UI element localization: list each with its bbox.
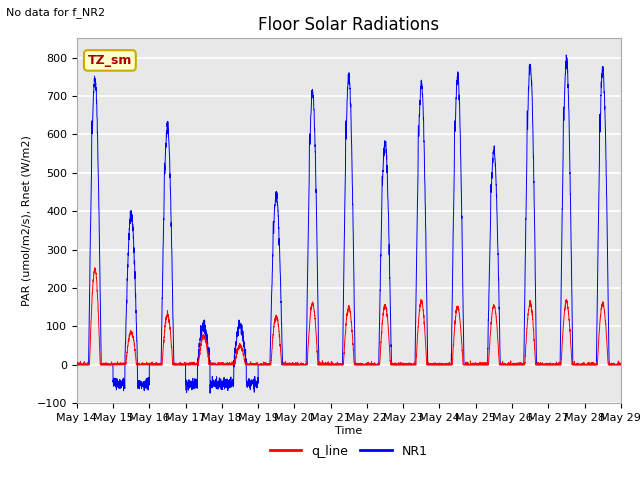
NR1	[441, 362, 449, 368]
Y-axis label: PAR (umol/m2/s), Rnet (W/m2): PAR (umol/m2/s), Rnet (W/m2)	[21, 135, 31, 306]
q_line	[617, 362, 625, 368]
NR1	[329, 362, 337, 368]
NR1	[73, 362, 81, 368]
NR1	[563, 52, 570, 58]
q_line	[91, 265, 99, 271]
NR1	[502, 362, 509, 368]
Line: q_line: q_line	[77, 268, 621, 365]
NR1	[617, 362, 625, 368]
q_line	[73, 362, 81, 368]
q_line	[502, 361, 509, 367]
NR1	[171, 362, 179, 368]
q_line	[471, 362, 479, 368]
q_line	[616, 361, 624, 367]
X-axis label: Time: Time	[335, 426, 362, 436]
q_line	[329, 362, 337, 368]
NR1	[206, 390, 214, 396]
q_line	[171, 361, 179, 367]
Text: No data for f_NR2: No data for f_NR2	[6, 7, 106, 18]
Text: TZ_sm: TZ_sm	[88, 54, 132, 67]
NR1	[616, 362, 624, 368]
Line: NR1: NR1	[77, 55, 621, 393]
Legend: q_line, NR1: q_line, NR1	[265, 440, 433, 463]
Title: Floor Solar Radiations: Floor Solar Radiations	[258, 16, 440, 34]
q_line	[441, 361, 449, 367]
NR1	[471, 362, 479, 368]
